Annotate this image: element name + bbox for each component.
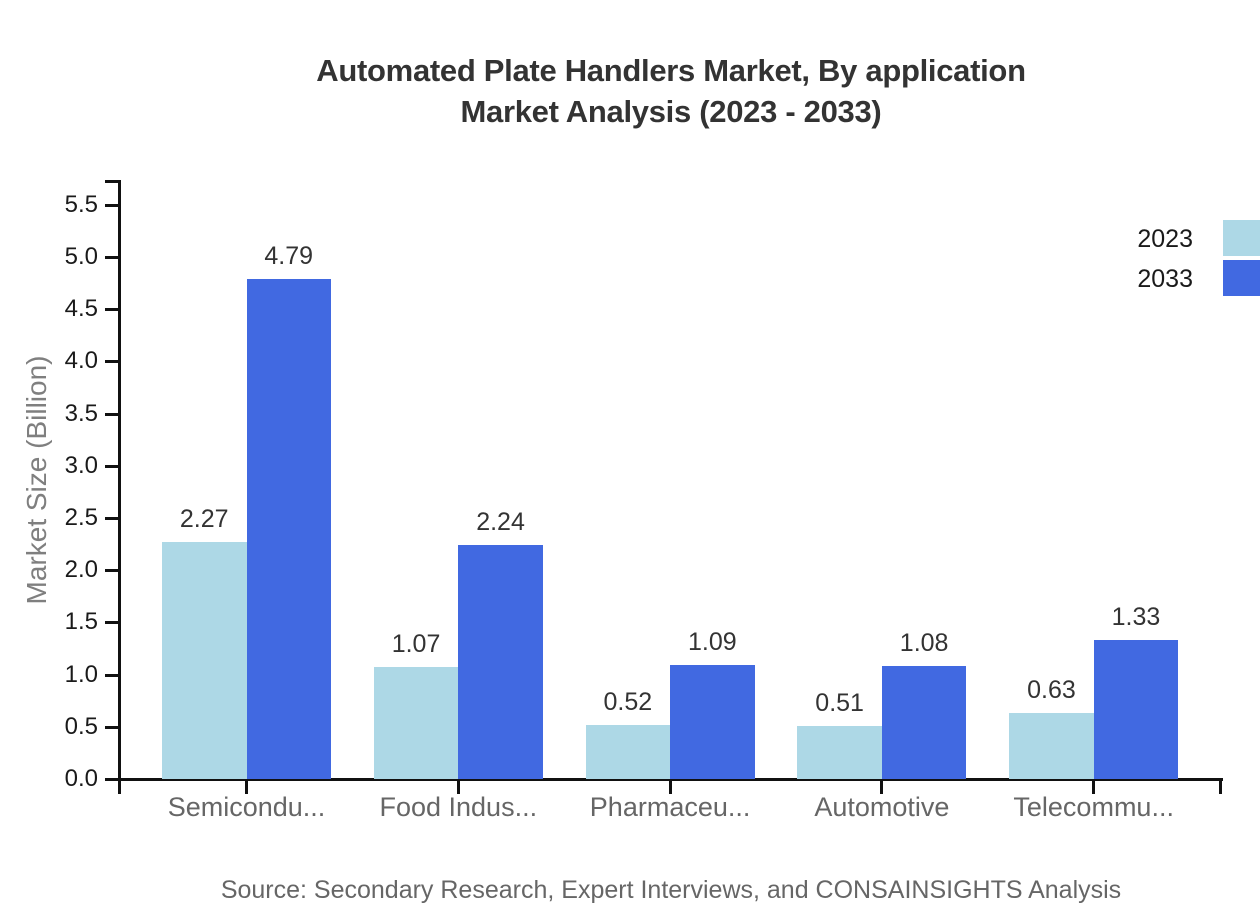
y-axis-tick-label: 0.0 (64, 765, 98, 792)
bar-2033-Food Indus... (458, 545, 543, 779)
y-axis-end-tick (105, 180, 118, 183)
bar-value-label: 1.08 (899, 629, 949, 658)
y-axis-tick-label: 3.0 (64, 451, 98, 479)
x-axis-tick (117, 778, 121, 794)
y-axis-tick (105, 569, 118, 573)
x-axis-tick (880, 778, 884, 794)
bar-value-label: 0.52 (603, 687, 653, 716)
bar-value-label: 2.27 (179, 505, 229, 533)
y-axis-tick-label: 5.5 (64, 190, 98, 218)
y-axis-tick (105, 778, 118, 781)
bar-2023-Food Indus... (373, 667, 459, 779)
y-axis-tick (105, 308, 118, 312)
y-axis-tick (105, 412, 118, 416)
bar-2023-Semicondu... (162, 542, 247, 779)
chart-title-line1: Automated Plate Handlers Market, By appl… (316, 53, 1026, 88)
y-axis-tick-label: 0.5 (64, 712, 98, 740)
y-axis-tick-label: 3.5 (64, 399, 98, 427)
y-axis-tick-label: 4.5 (64, 295, 98, 323)
y-axis-tick (105, 621, 118, 625)
chart-title: Automated Plate Handlers Market, By appl… (120, 50, 1222, 132)
bar-value-label: 1.09 (688, 628, 737, 657)
legend-label-2023: 2023 (1137, 225, 1193, 253)
chart-title-line2: Market Analysis (2023 - 2033) (460, 94, 882, 129)
x-axis-category-label: Pharmaceu... (589, 792, 751, 822)
bar-value-label: 4.79 (264, 241, 314, 270)
x-axis-category-label: Food Indus... (379, 792, 538, 822)
y-axis-tick (105, 464, 118, 468)
y-axis-tick-label: 2.0 (64, 556, 98, 584)
bar-value-label: 2.24 (476, 508, 525, 537)
y-axis-tick (105, 725, 118, 729)
x-axis-tick (245, 778, 248, 794)
y-axis-tick (105, 256, 118, 259)
x-axis-category-label: Automotive (814, 792, 950, 822)
bar-2023-Pharmaceu... (585, 724, 671, 779)
bar-2033-Pharmaceu... (670, 665, 755, 779)
y-axis-tick (105, 360, 118, 364)
bar-2033-Semicondu... (246, 278, 331, 779)
bar-value-label: 1.07 (391, 630, 441, 659)
x-axis-tick (456, 778, 460, 794)
legend-label-2033: 2033 (1137, 265, 1193, 293)
legend-swatch-2033 (1223, 260, 1260, 296)
x-axis-tick (668, 778, 672, 794)
y-axis-tick (105, 517, 118, 520)
bar-2023-Telecommu... (1009, 713, 1094, 779)
y-axis-tick (105, 673, 118, 677)
x-axis-tick (1092, 778, 1096, 794)
x-axis-tick (1219, 778, 1222, 794)
bar-value-label: 1.33 (1111, 603, 1161, 632)
y-axis-tick-label: 1.5 (64, 608, 98, 636)
bar-2023-Automotive (797, 725, 882, 779)
legend-swatch-2023 (1223, 220, 1260, 256)
bar-value-label: 0.63 (1027, 676, 1076, 705)
y-axis-tick (105, 203, 118, 207)
y-axis-tick-label: 5.0 (64, 243, 98, 270)
source-attribution: Source: Secondary Research, Expert Inter… (220, 876, 1122, 904)
y-axis-tick-label: 4.0 (64, 347, 98, 375)
bar-2033-Telecommu... (1093, 640, 1179, 779)
y-axis-tick-label: 2.5 (64, 504, 98, 531)
bar-value-label: 0.51 (815, 688, 864, 717)
bar-2033-Automotive (881, 666, 967, 779)
x-axis-category-label: Telecommu... (1013, 792, 1174, 822)
y-axis-spine (118, 180, 121, 781)
x-axis-category-label: Semicondu... (167, 792, 326, 822)
y-axis-tick-label: 1.0 (64, 660, 98, 688)
